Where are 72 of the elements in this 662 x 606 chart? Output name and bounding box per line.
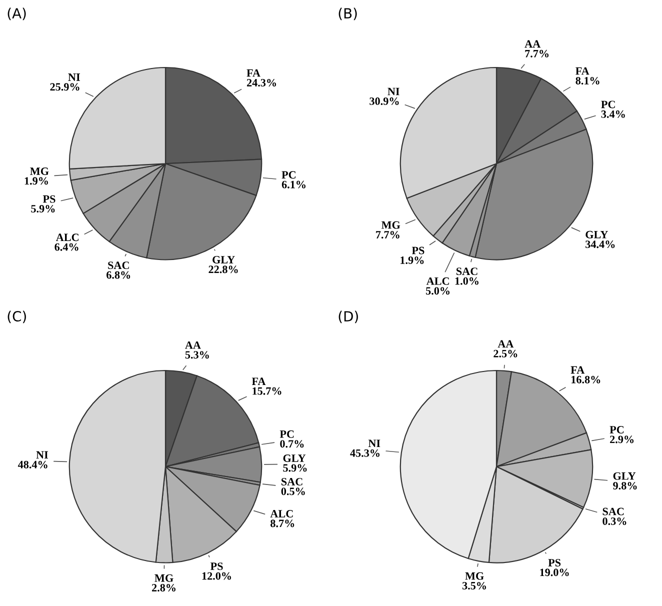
data-label: 2.9% [610, 436, 634, 444]
data-label: 1.9% [24, 177, 48, 185]
data-label: 9.8% [613, 482, 637, 490]
slice-label: FA [252, 378, 266, 385]
slice-label: PC [282, 171, 296, 179]
slice-label: MG [30, 167, 49, 175]
slice-label: PC [610, 426, 624, 434]
slice-label: SAC [108, 262, 129, 270]
data-label: 5.3% [185, 351, 209, 359]
chart-title: (A) [8, 8, 26, 20]
slice-label: AA [185, 341, 201, 349]
slice-label: SAC [456, 268, 478, 276]
data-label: 2.8% [152, 584, 176, 592]
slice-label: PS [548, 558, 561, 566]
slice-label: PS [42, 195, 56, 203]
data-label: 45.3% [350, 449, 380, 457]
slice-label: ALC [270, 510, 293, 518]
data-label: 5.0% [426, 287, 450, 295]
slice-label: NI [388, 88, 400, 96]
data-label: 8.1% [576, 76, 600, 84]
data-label: 1.0% [455, 277, 478, 285]
slice-label: GLY [212, 256, 235, 264]
data-label: 7.7% [376, 230, 400, 239]
data-label: 3.4% [601, 110, 625, 118]
data-label: 0.5% [281, 488, 305, 496]
slice-label: MG [154, 574, 174, 582]
data-label: 7.7% [525, 50, 549, 58]
slice-label: GLY [613, 472, 636, 480]
slice-label: PC [280, 430, 294, 438]
slice-label: MG [381, 221, 400, 229]
data-label: 24.3% [246, 78, 276, 87]
slice-label: PS [412, 246, 424, 254]
slice-label: GLY [586, 230, 608, 238]
data-label: 30.9% [370, 97, 399, 105]
slice-label: PS [210, 562, 223, 570]
data-label: 6.8% [106, 271, 130, 279]
chart-title: (B) [338, 8, 357, 20]
slice-label: SAC [281, 478, 302, 486]
data-label: 8.7% [270, 520, 294, 528]
data-label: 1.9% [400, 256, 424, 264]
slice-label: NI [36, 451, 48, 459]
data-label: 48.4% [18, 460, 48, 468]
data-label: 5.9% [283, 464, 307, 472]
slice-label: FA [246, 69, 260, 77]
data-label: 25.9% [50, 83, 80, 91]
slice-label: SAC [602, 508, 624, 516]
data-label: 34.4% [586, 240, 615, 248]
data-label: 12.0% [202, 572, 231, 580]
slice-label: GLY [283, 454, 306, 462]
data-label: 2.5% [494, 350, 518, 358]
data-label: 0.7% [280, 440, 304, 448]
slice-label: NI [68, 74, 80, 81]
slice-label: FA [576, 67, 590, 75]
data-label: 5.9% [31, 204, 55, 213]
chart-title: (D) [338, 310, 358, 324]
chart-title: (C) [8, 310, 26, 324]
slice-label: MG [465, 572, 484, 580]
data-label: 16.8% [572, 376, 600, 384]
slice-label: AA [498, 340, 514, 348]
slice-label: NI [368, 440, 380, 448]
slice-label: ALC [426, 277, 449, 285]
data-label: 6.1% [282, 180, 306, 188]
slice-label: PC [601, 100, 615, 108]
data-label: 6.4% [54, 243, 78, 251]
slice-label: AA [524, 40, 541, 48]
slice-label: ALC [56, 234, 78, 242]
data-label: 0.3% [602, 517, 626, 526]
data-label: 3.5% [462, 582, 486, 590]
data-label: 15.7% [252, 387, 282, 395]
data-label: 22.8% [208, 266, 238, 274]
slice-label: FA [570, 366, 585, 374]
data-label: 19.0% [540, 568, 569, 576]
